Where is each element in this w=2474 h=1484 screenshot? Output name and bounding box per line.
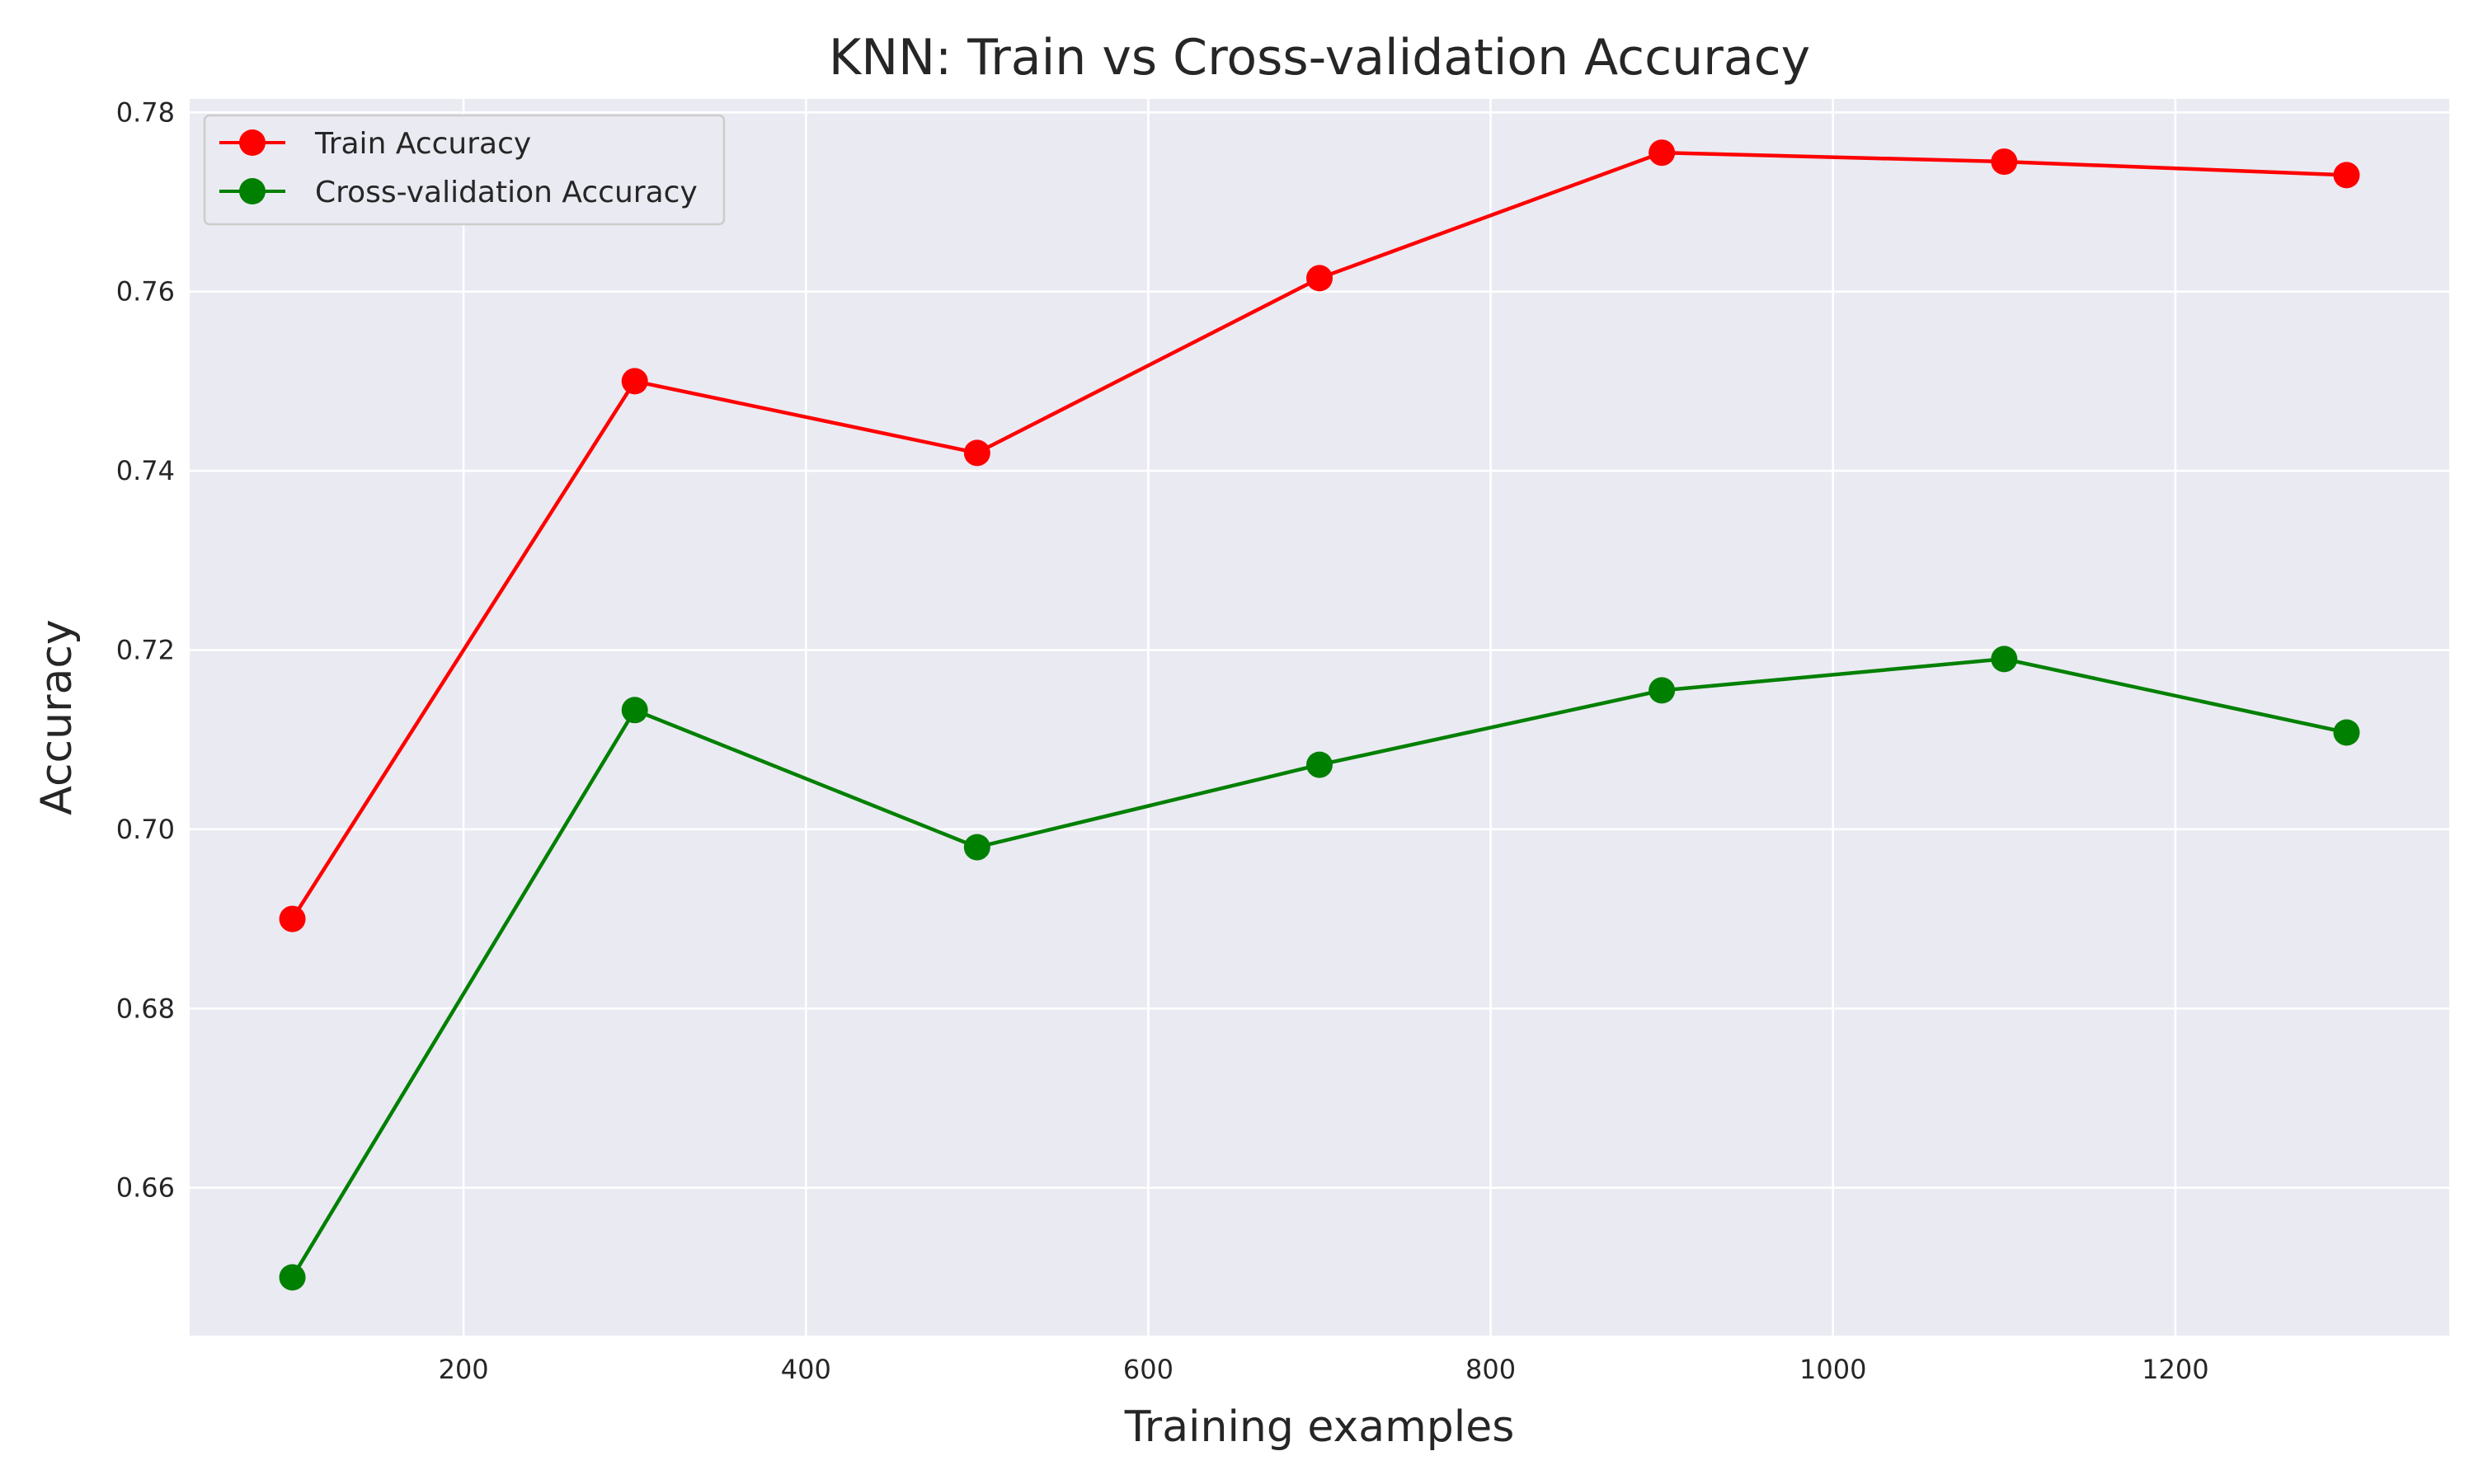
x-tick-label: 400 xyxy=(781,1354,831,1385)
x-tick-label: 600 xyxy=(1123,1354,1174,1385)
series-cv xyxy=(279,646,2360,1291)
y-grid xyxy=(190,111,2449,1189)
x-grid xyxy=(462,99,2177,1336)
legend-label-cv: Cross-validation Accuracy xyxy=(315,176,698,209)
data-point-train xyxy=(1991,148,2018,176)
y-tick-label: 0.78 xyxy=(116,96,175,128)
data-point-train xyxy=(1649,139,1676,167)
series-train xyxy=(279,139,2360,932)
data-point-cv xyxy=(2333,719,2360,746)
data-point-cv xyxy=(279,1264,306,1291)
data-point-train xyxy=(621,368,648,395)
plot-area xyxy=(190,99,2449,1336)
data-point-cv xyxy=(1306,751,1333,778)
y-tick-label: 0.72 xyxy=(116,634,175,665)
y-tick-labels: 0.66 0.68 0.70 0.72 0.74 0.76 0.78 xyxy=(116,96,175,1203)
x-tick-label: 800 xyxy=(1465,1354,1516,1385)
x-tick-label: 200 xyxy=(439,1354,489,1385)
y-tick-label: 0.76 xyxy=(116,276,175,308)
legend-frame xyxy=(203,114,726,226)
data-point-train xyxy=(2333,162,2360,189)
chart-title: KNN: Train vs Cross-validation Accuracy xyxy=(829,29,1810,87)
data-point-cv xyxy=(1649,677,1676,704)
x-tick-label: 1000 xyxy=(1799,1354,1866,1385)
y-axis-label: Accuracy xyxy=(32,619,82,815)
x-tick-label: 1200 xyxy=(2142,1354,2208,1385)
legend-marker-cv xyxy=(239,178,266,204)
data-point-train xyxy=(1306,265,1333,292)
legend-label-train: Train Accuracy xyxy=(314,127,531,161)
legend-marker-train xyxy=(239,129,266,156)
data-point-cv xyxy=(621,697,648,724)
y-tick-label: 0.68 xyxy=(116,993,175,1024)
x-tick-labels: 200 400 600 800 1000 1200 xyxy=(439,1354,2209,1385)
data-point-cv xyxy=(963,834,990,861)
y-tick-label: 0.66 xyxy=(116,1172,175,1204)
data-point-cv xyxy=(1991,646,2018,673)
x-axis-label: Training examples xyxy=(1124,1402,1515,1452)
y-tick-label: 0.74 xyxy=(116,455,175,486)
y-tick-label: 0.70 xyxy=(116,814,175,845)
legend: Train Accuracy Cross-validation Accuracy xyxy=(203,114,726,226)
data-point-train xyxy=(279,905,306,932)
data-point-train xyxy=(963,439,990,467)
series-layer xyxy=(279,139,2360,1291)
